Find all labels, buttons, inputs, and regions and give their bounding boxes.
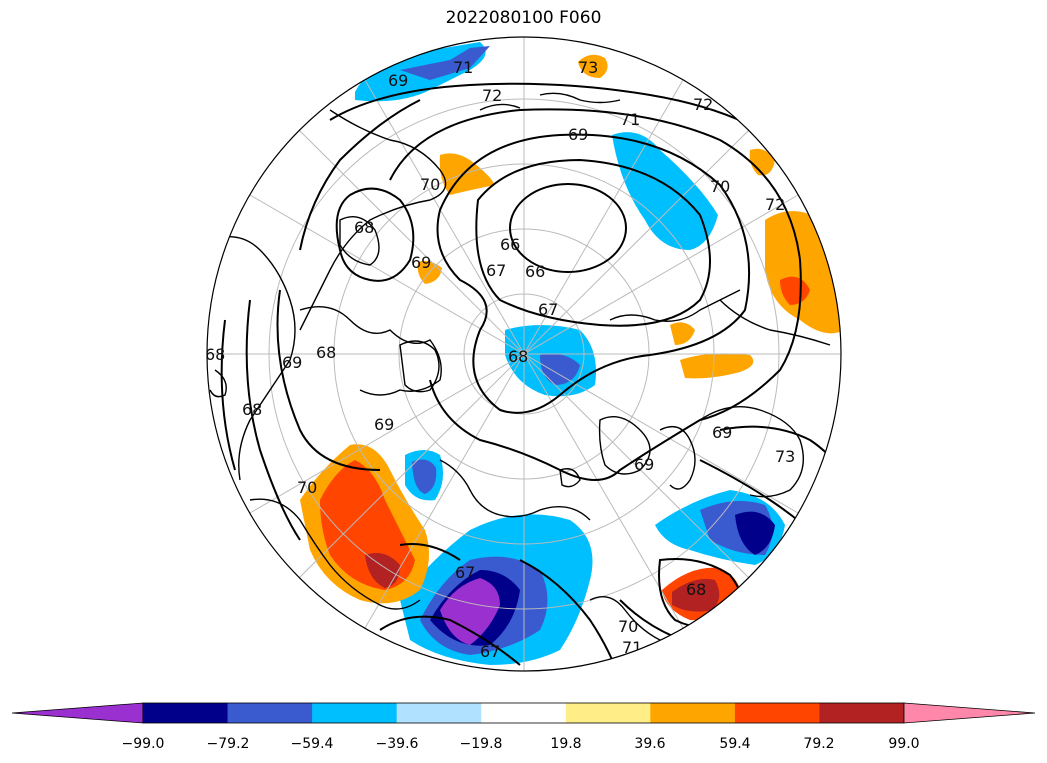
colorbar-bin [650,703,736,723]
contour-label: 69 [282,353,302,372]
colorbar-tick-label: −39.6 [376,736,419,752]
contour-label: 72 [482,86,502,105]
contour-label: 67 [480,642,500,661]
colorbar-tick-label: 19.8 [550,736,581,752]
colorbar-bin [734,703,820,723]
colorbar-bins [142,702,905,724]
shading-negative [355,42,785,665]
contour-label: 69 [388,71,408,90]
contour-label: 68 [354,218,374,237]
colorbar-under-extension [11,702,144,724]
colorbar-tick-label: 99.0 [888,736,919,752]
contour-label: 72 [765,195,785,214]
contour-label: 69 [634,455,654,474]
shading-positive [300,54,841,621]
colorbar-bin [312,703,398,723]
contour-label-group: 69 71 72 72 71 69 70 70 72 68 69 66 67 6… [205,58,795,661]
contour-label: 73 [775,447,795,466]
colorbar-tick-label: −79.2 [207,736,250,752]
contour-label: 69 [374,415,394,434]
colorbar-bin [819,703,905,723]
contour-label: 66 [525,262,545,281]
contour-label: 71 [453,58,473,77]
contour-label: 66 [500,235,520,254]
colorbar-tick-labels: −99.0 −79.2 −59.4 −39.6 −19.8 19.8 39.6 … [122,736,920,752]
contour-label: 68 [686,580,706,599]
colorbar-bin [143,703,229,723]
contour-label: 71 [620,110,640,129]
contour-label: 73 [578,58,598,77]
coastlines [209,92,831,648]
colorbar-tick-label: 39.6 [634,736,665,752]
contour-label: 70 [297,478,317,497]
colorbar-bin [565,703,651,723]
contour-label: 70 [420,175,440,194]
contour-label: 67 [486,261,506,280]
colorbar-bin [396,703,482,723]
colorbar-tick-label: 79.2 [803,736,834,752]
colorbar-tick-label: −59.4 [291,736,334,752]
contour-label: 69 [568,125,588,144]
colorbar-tick-label: −99.0 [122,736,165,752]
contour-label: 70 [710,177,730,196]
contour-label: 68 [242,400,262,419]
contour-label: 67 [538,300,558,319]
map-disk: 69 71 72 72 71 69 70 70 72 68 69 66 67 6… [205,37,841,671]
height-contours [220,82,841,671]
contour-label: 69 [411,253,431,272]
contour-label: 68 [508,347,528,366]
contour-label: 68 [316,343,336,362]
colorbar-tick-label: 59.4 [719,736,750,752]
contour-label: 67 [455,563,475,582]
map-boundary [206,36,842,672]
colorbar-tick-label: −19.8 [460,736,503,752]
colorbar-bin [227,703,313,723]
colorbar-over-extension [903,702,1036,724]
colorbar: −99.0 −79.2 −59.4 −39.6 −19.8 19.8 39.6 … [11,702,1036,752]
colorbar-bin [481,703,567,723]
contour-label: 69 [712,423,732,442]
contour-label: 68 [205,345,225,364]
contour-label: 70 [618,617,638,636]
map-title: 2022080100 F060 [445,8,602,28]
contour-label: 72 [693,95,713,114]
